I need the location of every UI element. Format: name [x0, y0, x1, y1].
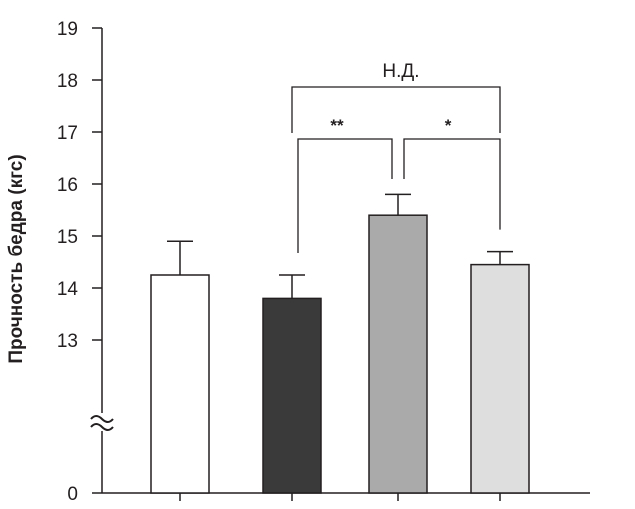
y-tick-label: 13: [57, 331, 78, 352]
y-tick-label: 18: [57, 71, 78, 92]
bar: [262, 297, 322, 494]
y-tick-label: 16: [57, 175, 78, 196]
y-tick-label: 15: [57, 227, 78, 248]
bar: [368, 214, 428, 494]
error-bars-layer: [167, 193, 513, 299]
significance-label: *: [445, 116, 452, 135]
significance-bracket: [297, 138, 393, 253]
annotations-layer: Н.Д.** *: [291, 61, 501, 253]
significance-label: Н.Д.: [382, 61, 419, 82]
y-axis-label: Прочность бедра (кгс): [6, 154, 27, 363]
bar: [470, 263, 530, 494]
significance-bracket: [403, 138, 501, 230]
bars-layer: [150, 214, 530, 494]
y-tick-label: 19: [57, 19, 78, 40]
y-tick-label: 0: [67, 484, 78, 505]
bar: [150, 274, 210, 494]
axis-break-mark: [90, 423, 114, 431]
y-tick-label: 17: [57, 123, 78, 144]
axis-break-mask: [90, 413, 114, 431]
significance-bracket: [291, 86, 501, 133]
axis-layer: 0 13 14 15 16 17 18 19: [57, 19, 590, 505]
axis-break-mark: [90, 415, 114, 423]
y-tick-label: 14: [57, 279, 79, 300]
significance-label: **: [330, 116, 344, 135]
